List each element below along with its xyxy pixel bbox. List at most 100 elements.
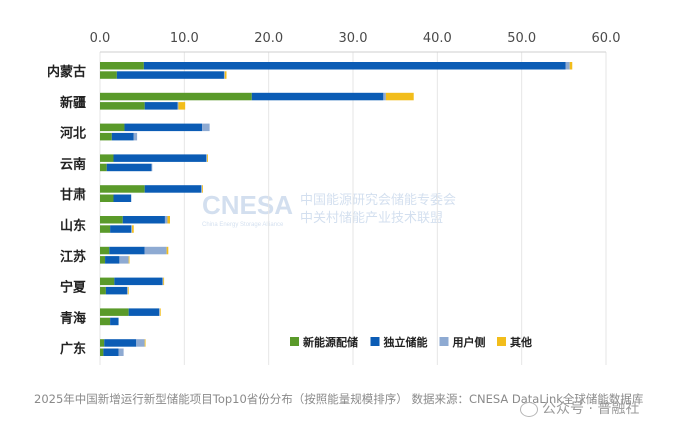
bar-segment [100,163,107,172]
bar-segment [251,92,384,101]
bar-segment [202,123,210,132]
bar-segment [202,185,203,193]
bar-segment [132,225,134,233]
bar-segment [136,339,145,347]
bar-segment [111,132,134,141]
bar-segment [116,71,224,79]
bar-segment [207,154,208,162]
bar-segment [118,348,124,356]
bar-segment [126,286,128,295]
bar-segment [100,308,129,316]
category-label: 宁夏 [60,280,87,296]
x-tick-label: 50.0 [507,31,536,46]
bar-segment [164,216,168,224]
watermark-logo-subtitle: China Energy Storage Alliance [202,222,284,228]
bar-segment [177,102,179,110]
bar-segment [166,246,169,255]
bar-segment [100,92,252,101]
watermark-line-1: 中国能源研究会储能专委会 [300,193,456,208]
bar-segment [128,256,130,264]
category-label: 山东 [60,218,86,234]
bar-segment [131,225,133,233]
bar-segment [110,225,132,233]
bar-segment [201,185,203,193]
bar-segment [144,102,178,110]
category-label: 河北 [60,126,86,142]
legend-swatch [370,337,380,346]
bar-segment [100,286,106,295]
category-label: 青海 [60,310,86,326]
category-label: 广东 [60,341,86,357]
bar-segment [143,62,566,70]
bar-segment [144,185,202,193]
category-label: 云南 [60,156,86,172]
x-tick-label: 10.0 [170,31,199,46]
bar-segment [104,339,137,347]
figure-caption: 2025年中国新增运行新型储能项目Top10省份分布（按照能量规模排序） 数据来… [34,392,644,406]
bar-segment [162,277,164,286]
bar-segment [100,102,145,110]
x-axis: 0.0 10.0 20.0 30.0 40.0 50.0 60.0 [90,31,621,53]
legend-swatch [497,337,506,346]
bar-segment [113,194,132,202]
bar-segment [151,163,153,172]
bar-segment [124,123,203,132]
bar-segment [206,154,208,162]
legend-label: 新能源配储 [303,335,358,349]
bar-segment [103,348,119,356]
bar-segment [383,92,386,101]
bar-segment [100,62,144,70]
bar-segment [565,62,570,70]
bars [100,62,573,356]
bar-segment [100,123,125,132]
bar-segment [100,194,114,202]
bar-segment [100,225,111,233]
chart-watermark: CNESA China Energy Storage Alliance 中国能源… [202,190,456,228]
legend-swatch [290,337,299,346]
category-label: 内蒙古 [47,64,86,80]
bar-segment [113,154,207,162]
bar-segment [100,277,115,286]
bar-segment [144,246,167,255]
bar-segment [144,339,146,347]
bar-segment [224,71,227,79]
bar-segment [106,163,152,172]
bar-segment [159,308,161,316]
bar-segment [100,71,117,79]
bar-segment [110,317,119,326]
bar-segment [100,154,114,162]
bar-segment [385,92,414,101]
bar-segment [569,62,573,70]
bar-segment [128,308,160,316]
legend: 新能源配储 独立储能 用户侧 其他 [290,335,532,349]
x-tick-label: 0.0 [90,31,111,46]
bar-segment [100,339,105,347]
x-tick-label: 60.0 [592,31,621,46]
bar-segment [105,286,127,295]
bar-segment [159,308,160,316]
source-watermark: 公众号 · 普融社 [520,398,639,418]
bar-segment [223,71,225,79]
bar-segment [100,132,112,141]
bar-segment [100,317,111,326]
bar-segment [105,256,120,264]
watermark-line-2: 中关村储能产业技术联盟 [300,211,443,226]
bar-segment [114,277,163,286]
source-watermark-text: 公众号 · 普融社 [542,401,640,417]
bar-segment [178,102,186,110]
bar-segment [100,185,145,193]
bar-segment [100,256,106,264]
stacked-bar-chart: CNESA China Energy Storage Alliance 中国能源… [47,31,621,365]
bar-segment [100,216,123,224]
legend-label: 其他 [510,335,532,349]
wechat-icon [520,401,538,417]
bar-segment [122,216,165,224]
bar-segment [167,216,170,224]
category-label: 江苏 [60,249,86,265]
bar-segment [100,348,104,356]
legend-swatch [439,337,449,346]
watermark-logo: CNESA [202,190,293,220]
legend-label: 用户侧 [453,335,486,349]
bar-segment [133,132,138,141]
